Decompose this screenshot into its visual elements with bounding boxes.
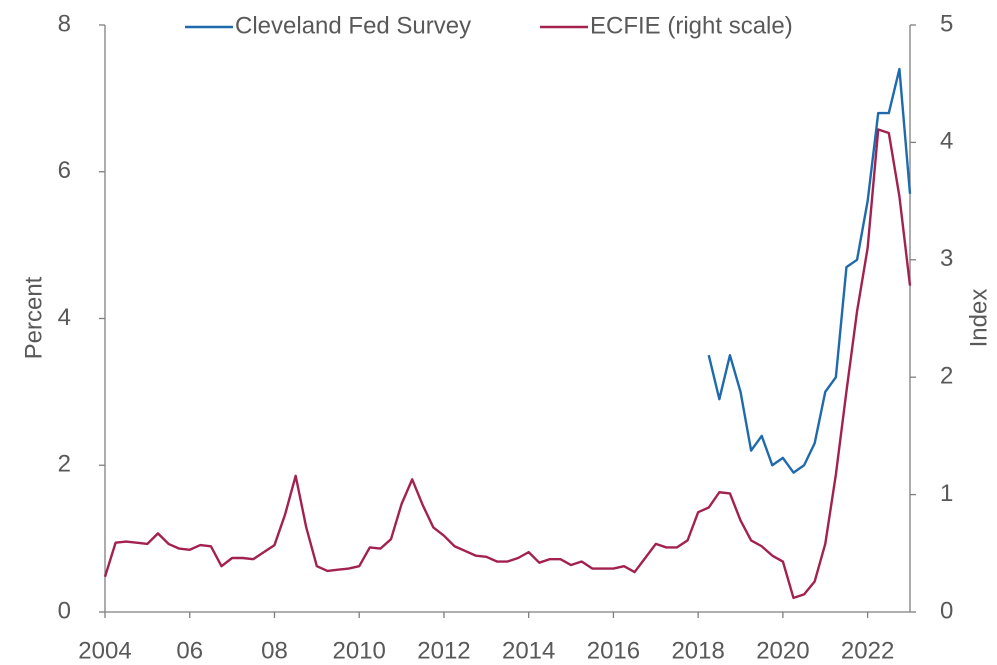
- legend-label: ECFIE (right scale): [590, 12, 793, 39]
- y2-axis-title: Index: [965, 289, 992, 348]
- x-tick-label: 08: [261, 637, 288, 664]
- y-axis-title: Percent: [20, 276, 47, 359]
- y-tick-label: 0: [58, 597, 71, 624]
- x-tick-label: 2018: [671, 637, 724, 664]
- y-tick-label: 4: [58, 304, 71, 331]
- x-tick-label: 2020: [756, 637, 809, 664]
- y2-tick-label: 4: [940, 128, 953, 155]
- x-tick-label: 2016: [587, 637, 640, 664]
- y-tick-label: 6: [58, 157, 71, 184]
- x-tick-label: 2004: [78, 637, 131, 664]
- y-tick-label: 2: [58, 451, 71, 478]
- x-tick-label: 2014: [502, 637, 555, 664]
- y-tick-label: 8: [58, 10, 71, 37]
- x-tick-label: 06: [176, 637, 203, 664]
- y2-tick-label: 2: [940, 363, 953, 390]
- series-line: [103, 128, 912, 600]
- y2-tick-label: 3: [940, 245, 953, 272]
- series-line: [707, 67, 912, 474]
- x-tick-label: 2010: [333, 637, 386, 664]
- y2-tick-label: 0: [940, 597, 953, 624]
- x-tick-label: 2022: [841, 637, 894, 664]
- x-tick-label: 2012: [417, 637, 470, 664]
- y2-tick-label: 5: [940, 10, 953, 37]
- legend-label: Cleveland Fed Survey: [235, 12, 471, 39]
- y2-tick-label: 1: [940, 480, 953, 507]
